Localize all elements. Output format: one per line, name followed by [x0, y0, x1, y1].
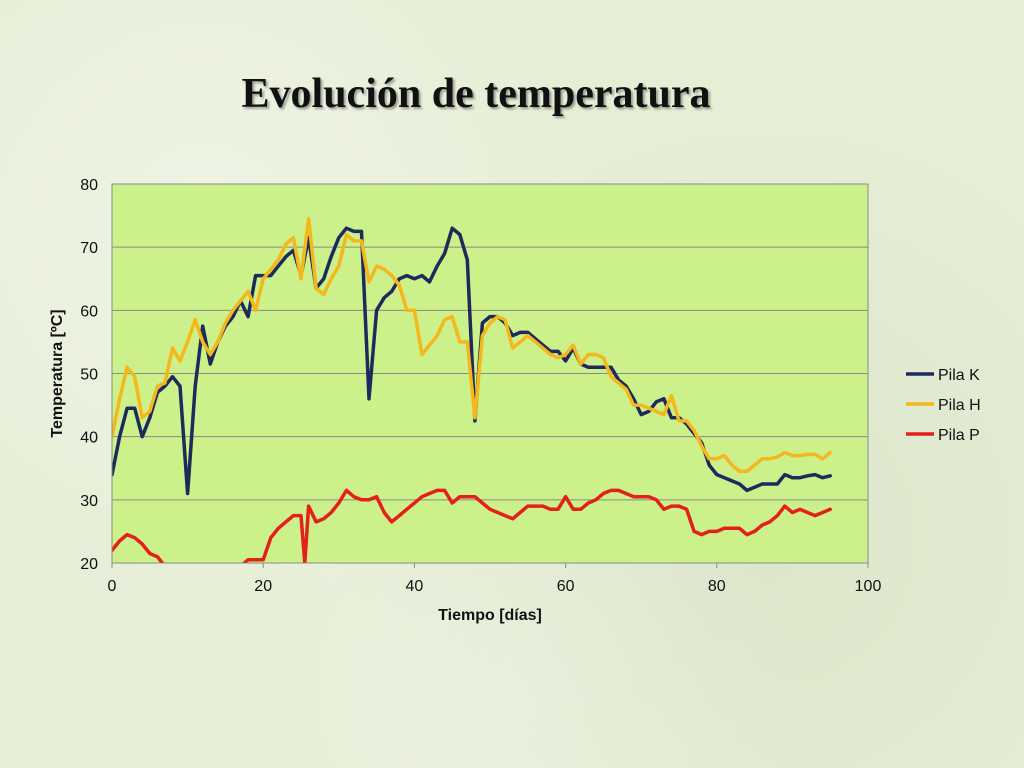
series-line-pila-h	[112, 216, 832, 474]
y-tick-label: 20	[80, 556, 98, 573]
legend-label-pila-h: Pila H	[938, 397, 981, 414]
plot-border	[111, 183, 869, 564]
x-tick-label: 0	[108, 578, 117, 595]
y-tick-label: 70	[80, 240, 98, 257]
y-tick-label: 30	[80, 493, 98, 510]
tick-labels: 20 30 40 50 60 70 80 0 20 40 60 80 100	[80, 177, 881, 595]
legend-label-pila-k: Pila K	[938, 367, 980, 384]
x-tick-label: 40	[406, 578, 424, 595]
x-tick-label: 60	[557, 578, 575, 595]
slide-title: Evolución de temperatura	[241, 71, 711, 117]
y-tick-label: 60	[80, 303, 98, 320]
y-tick-label: 40	[80, 430, 98, 447]
series-line-pila-p	[112, 488, 832, 563]
y-axis-title: Temperatura [ºC]	[49, 309, 66, 437]
x-tick-label: 100	[855, 578, 882, 595]
legend: Pila K Pila H Pila P	[906, 367, 981, 444]
x-tick-label: 80	[708, 578, 726, 595]
y-tick-label: 80	[80, 177, 98, 194]
series-line-pila-k	[112, 226, 832, 496]
series-layer	[112, 216, 832, 563]
legend-label-pila-p: Pila P	[938, 427, 980, 444]
y-tick-label: 50	[80, 367, 98, 384]
x-tick-label: 20	[254, 578, 272, 595]
x-axis-title: Tiempo [días]	[438, 607, 542, 624]
